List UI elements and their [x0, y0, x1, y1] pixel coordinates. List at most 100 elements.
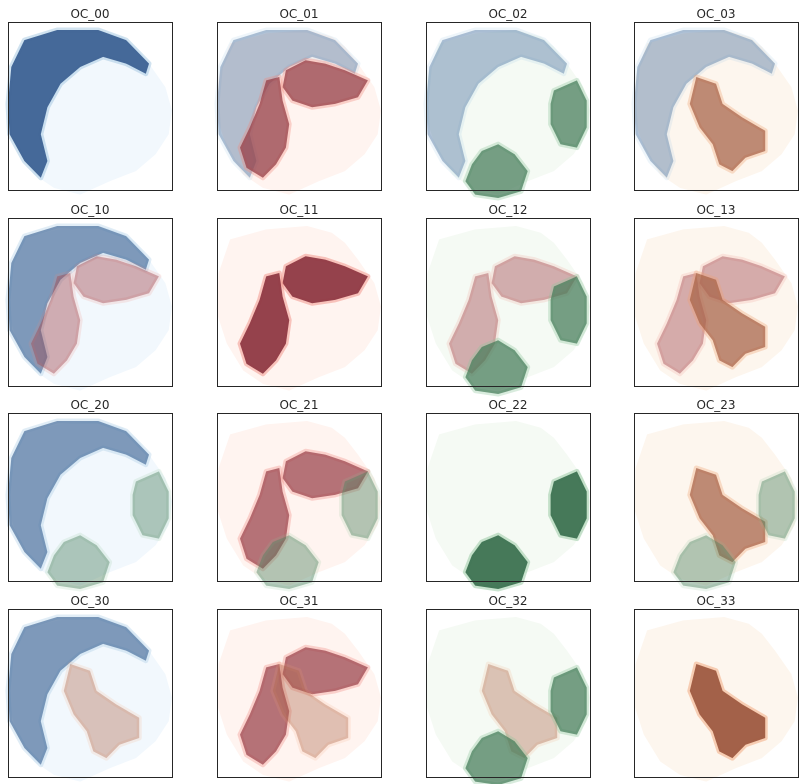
region-b-0: [217, 30, 358, 178]
panel-title: OC_01: [279, 7, 318, 21]
region-b-0: [8, 30, 149, 178]
brain-background: [426, 30, 590, 195]
panel-title: OC_10: [70, 203, 109, 217]
region-g-halo: [130, 468, 172, 542]
region-o-0: [689, 468, 766, 563]
panel-oc_31: OC_31: [217, 594, 382, 782]
panel-title: OC_21: [279, 398, 318, 412]
region-b-0: [8, 421, 149, 569]
region-o-halo: [61, 661, 142, 761]
panel-oc_12: OC_12: [426, 203, 591, 397]
panel-frame: [217, 218, 382, 387]
panel-frame: [634, 218, 799, 387]
region-r-halo: [71, 253, 162, 306]
panel-frame: [217, 413, 382, 582]
panel-frame: [634, 413, 799, 582]
region-g-halo: [339, 468, 381, 542]
region-g-1: [256, 535, 319, 589]
panel-oc_03: OC_03: [631, 7, 799, 195]
region-g-halo: [670, 532, 739, 592]
region-b-halo: [423, 27, 570, 181]
region-r-halo: [28, 270, 83, 377]
region-o-0: [689, 664, 766, 759]
region-b-0: [8, 226, 149, 374]
panel-title: OC_23: [696, 398, 735, 412]
panel-title: OC_02: [488, 7, 527, 21]
region-b-0: [634, 30, 775, 178]
panel-oc_01: OC_01: [214, 7, 382, 195]
region-o-0: [689, 77, 766, 172]
region-o-0: [63, 664, 140, 759]
region-r-0: [699, 256, 785, 304]
panel-frame: [426, 413, 591, 582]
brain-background: [426, 421, 590, 586]
region-g-halo: [44, 532, 113, 592]
panel-title: OC_00: [70, 7, 109, 21]
panel-frame: [634, 609, 799, 778]
brain-background: [217, 226, 381, 391]
brain-background: [426, 617, 590, 782]
region-g-1: [465, 340, 528, 394]
region-g-1: [465, 144, 528, 198]
panel-oc_23: OC_23: [634, 398, 799, 592]
region-g-0: [132, 471, 169, 539]
panel-oc_00: OC_00: [5, 7, 173, 195]
region-r-0: [282, 60, 368, 108]
panel-oc_32: OC_32: [426, 594, 591, 784]
panel-title: OC_32: [488, 594, 527, 608]
panel-frame: [8, 609, 173, 778]
region-g-1: [673, 535, 736, 589]
region-g-1: [465, 535, 528, 589]
panel-frame: [217, 22, 382, 191]
region-g-0: [550, 276, 587, 344]
region-b-0: [8, 617, 149, 765]
panel-frame: [426, 218, 591, 387]
region-o-0: [272, 664, 349, 759]
region-g-0: [341, 471, 378, 539]
panel-oc_11: OC_11: [217, 203, 382, 391]
panel-frame: [217, 609, 382, 778]
region-o-0: [689, 273, 766, 368]
panel-title: OC_22: [488, 398, 527, 412]
panel-oc_33: OC_33: [634, 594, 799, 782]
panel-oc_21: OC_21: [217, 398, 382, 592]
brain-background: [426, 226, 590, 391]
panel-oc_22: OC_22: [426, 398, 591, 592]
region-g-0: [758, 471, 795, 539]
panel-oc_20: OC_20: [5, 398, 173, 592]
region-o-halo: [270, 661, 351, 761]
region-r-1: [31, 273, 81, 374]
panel-title: OC_03: [696, 7, 735, 21]
panel-frame: [8, 413, 173, 582]
region-g-0: [550, 80, 587, 148]
region-g-1: [465, 731, 528, 784]
panel-frame: [426, 22, 591, 191]
region-r-1: [240, 273, 290, 374]
panel-oc_10: OC_10: [5, 203, 173, 391]
region-b-0: [426, 30, 567, 178]
panel-frame: [8, 218, 173, 387]
region-b-halo: [631, 27, 778, 181]
panel-title: OC_20: [70, 398, 109, 412]
panel-frame: [426, 609, 591, 778]
panel-title: OC_12: [488, 203, 527, 217]
panel-title: OC_13: [696, 203, 735, 217]
panel-frame: [634, 22, 799, 191]
region-r-0: [282, 647, 368, 695]
panel-title: OC_33: [696, 594, 735, 608]
region-r-1: [240, 664, 290, 765]
region-g-0: [550, 667, 587, 735]
region-g-halo: [253, 532, 322, 592]
panel-oc_30: OC_30: [5, 594, 173, 782]
panel-title: OC_11: [279, 203, 318, 217]
region-r-0: [73, 256, 159, 304]
region-r-1: [240, 77, 290, 178]
region-g-1: [47, 535, 110, 589]
panel-oc_02: OC_02: [423, 7, 591, 201]
region-g-0: [550, 471, 587, 539]
panel-oc_13: OC_13: [634, 203, 799, 391]
panel-title: OC_31: [279, 594, 318, 608]
region-r-0: [282, 451, 368, 499]
region-r-1: [240, 468, 290, 569]
